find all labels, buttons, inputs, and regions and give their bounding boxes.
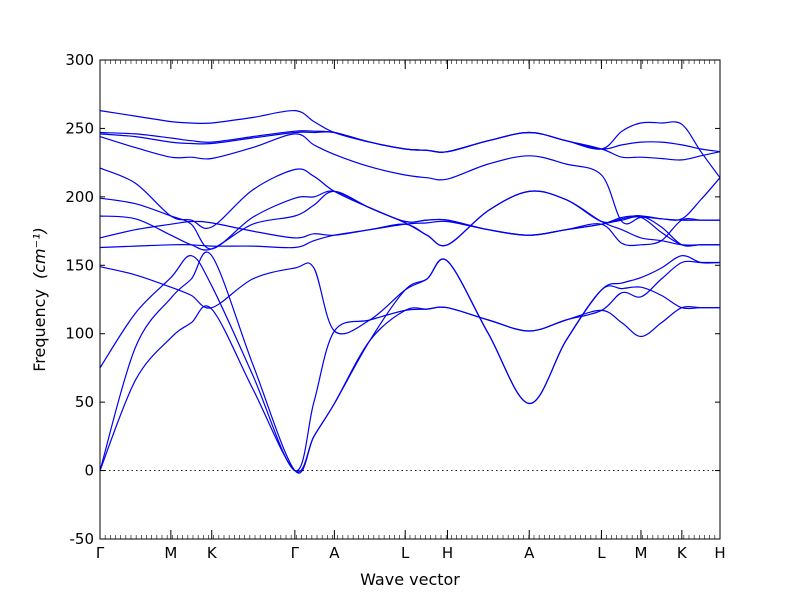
branch-line-13 [99, 109, 721, 179]
branch-line-10 [99, 133, 721, 225]
x-tick-label: A [329, 544, 340, 562]
x-tick-label: Γ [291, 544, 300, 562]
y-tick-label: 300 [65, 51, 94, 69]
x-tick-label: K [207, 544, 218, 562]
y-tick-label: 0 [84, 462, 94, 480]
y-tick-label: 50 [75, 393, 94, 411]
x-tick-label: M [164, 544, 177, 562]
branch-line-11 [99, 131, 721, 161]
branch-line-7 [99, 190, 720, 251]
x-tick-label: H [442, 544, 453, 562]
branch-line-8 [99, 190, 720, 250]
plot-frame [99, 59, 721, 540]
x-tick-label: H [714, 544, 725, 562]
x-tick-label: L [401, 544, 410, 562]
branch-line-3 [99, 255, 720, 472]
dispersion-branches [99, 109, 721, 474]
branch-line-1 [99, 305, 720, 473]
y-axis-label: Frequency (cm⁻¹) [30, 227, 49, 371]
x-tick-label: A [524, 544, 535, 562]
y-tick-label: 250 [65, 119, 94, 137]
y-tick-label: 200 [65, 188, 94, 206]
branch-line-9 [99, 167, 720, 247]
y-tick-label: 150 [65, 256, 94, 274]
x-tick-label: K [677, 544, 688, 562]
y-axis-ticks: -50 0 50 100 150 200 250 300 [65, 51, 721, 548]
y-tick-label: 100 [65, 325, 94, 343]
x-axis-label: Wave vector [360, 570, 460, 589]
y-tick-label: -50 [70, 530, 95, 548]
x-tick-label: M [634, 544, 647, 562]
y-axis-label-unit: (cm⁻¹) [30, 227, 49, 279]
branch-line-4 [99, 255, 721, 405]
x-tick-label: L [597, 544, 606, 562]
branch-line-2 [99, 251, 720, 474]
x-tick-label: Γ [96, 544, 105, 562]
y-axis-label-text: Frequency [30, 289, 49, 372]
